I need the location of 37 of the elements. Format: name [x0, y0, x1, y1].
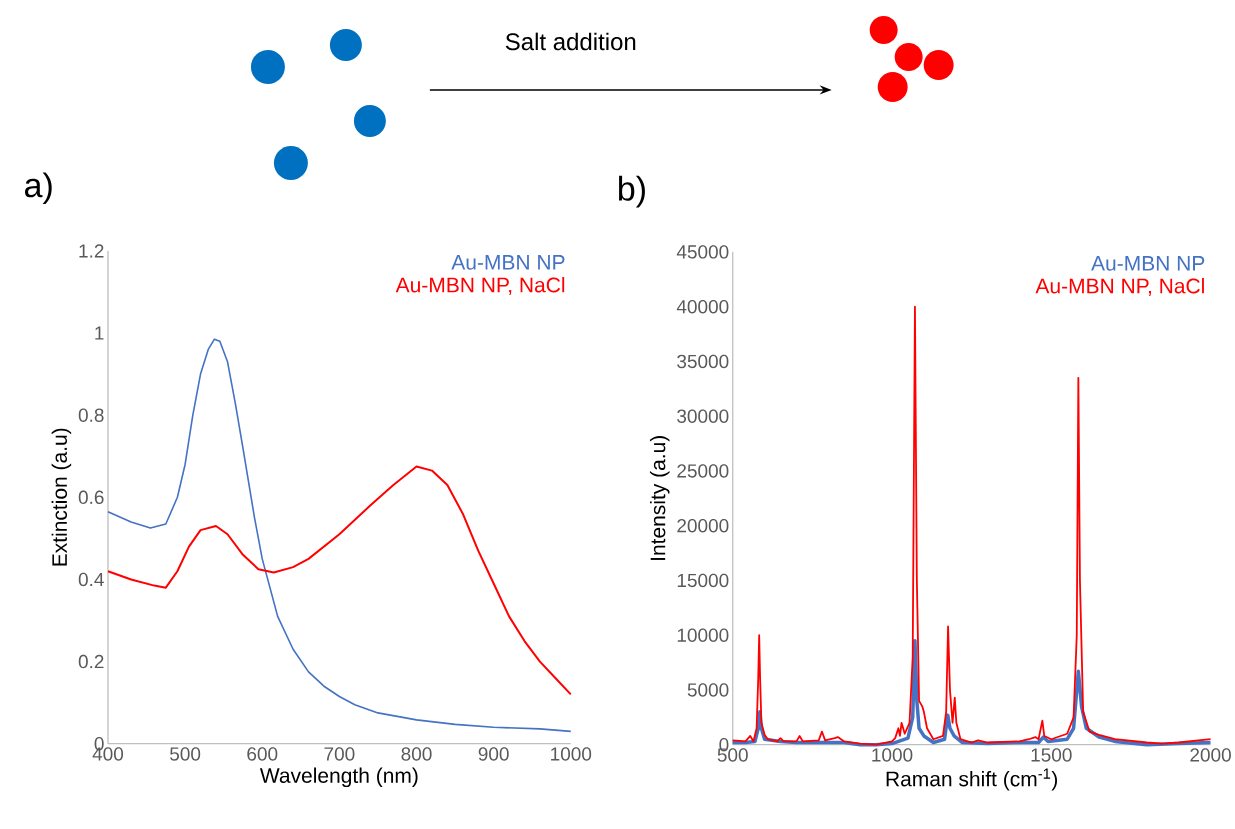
- x-tick-label: 800: [401, 747, 432, 761]
- y-tick-label: 40000: [676, 300, 729, 314]
- y-axis-title: Intensity (a.u): [649, 436, 670, 561]
- y-tick-label: 30000: [677, 409, 729, 424]
- text: Au-MBN NP, NaCl: [1035, 278, 1204, 297]
- x-tick-label: 700: [324, 747, 355, 761]
- y-tick-label: 1: [95, 326, 104, 340]
- y-tick-label: 0.6: [78, 490, 104, 505]
- x-tick-label: 1000: [551, 747, 592, 761]
- text: Au-MBN NP: [451, 255, 565, 270]
- x-tick-label: 900: [478, 747, 509, 761]
- y-tick-label: 45000: [676, 245, 729, 259]
- y-tick-label: 0.2: [78, 655, 104, 669]
- y-axis-title: Extinction (a.u): [51, 428, 72, 566]
- chart-title: b): [619, 176, 645, 208]
- x-tick-label: 1000: [872, 748, 913, 762]
- x-tick-label: 2000: [1190, 748, 1231, 762]
- y-tick-label: 10000: [677, 628, 729, 643]
- y-tick-label: 1.2: [79, 244, 104, 258]
- x-tick-label: 600: [247, 747, 278, 761]
- text: Salt addition: [505, 32, 636, 51]
- line-series: [107, 338, 572, 733]
- y-tick-label: 0.4: [78, 572, 104, 587]
- x-tick-label: 500: [170, 747, 201, 761]
- y-tick-label: 25000: [677, 464, 729, 478]
- y-tick-label: 20000: [677, 519, 729, 533]
- x-axis-title: Wavelength (nm): [259, 767, 418, 788]
- line-series: [106, 465, 572, 696]
- y-tick-label: 35000: [677, 354, 729, 369]
- chart-title: a): [25, 172, 52, 205]
- text: Au-MBN NP: [1091, 256, 1205, 271]
- text: Au-MBN NP, NaCl: [395, 277, 565, 296]
- y-tick-label: 0.8: [78, 408, 104, 423]
- x-axis-title: Raman shift (cm$^{-1}$): [886, 768, 1058, 791]
- x-tick-label: 1500: [1031, 748, 1072, 762]
- y-tick-label: 5000: [687, 683, 729, 697]
- y-tick-label: 15000: [677, 573, 729, 588]
